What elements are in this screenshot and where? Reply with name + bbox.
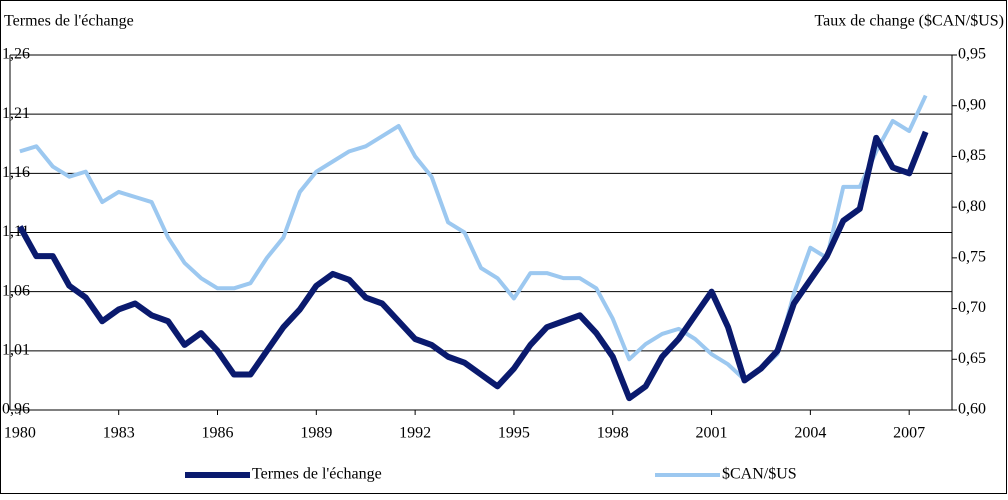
y2-tick-label: 0,75 [958, 249, 986, 266]
y2-tick-label: 0,80 [958, 198, 986, 215]
y2-axis-title: Taux de change ($CAN/$US) [815, 13, 1005, 30]
y-tick-label: 1,06 [2, 282, 30, 299]
x-tick-label: 1980 [4, 425, 36, 442]
legend-label: Termes de l'échange [252, 466, 382, 483]
x-tick-label: 1986 [202, 425, 234, 442]
x-tick-label: 1983 [103, 425, 135, 442]
y2-tick-label: 0,90 [958, 96, 986, 113]
x-tick-label: 2001 [696, 425, 728, 442]
y-tick-label: 0,96 [2, 401, 30, 418]
y-tick-label: 1,01 [2, 342, 30, 359]
x-tick-label: 1992 [399, 425, 431, 442]
y-axis-title: Termes de l'échange [4, 13, 134, 30]
y-tick-label: 1,16 [2, 164, 30, 181]
y2-tick-label: 0,95 [958, 46, 986, 63]
x-tick-label: 1998 [597, 425, 629, 442]
y2-tick-label: 0,70 [958, 299, 986, 316]
y-tick-label: 1,26 [2, 46, 30, 63]
y2-tick-label: 0,65 [958, 350, 986, 367]
x-tick-label: 1995 [498, 425, 530, 442]
y2-tick-label: 0,85 [958, 147, 986, 164]
legend-label: $CAN/$US [722, 466, 797, 483]
y-tick-label: 1,21 [2, 105, 30, 122]
series-line [17, 130, 929, 402]
x-tick-label: 2007 [893, 425, 925, 442]
x-tick-label: 1989 [300, 425, 332, 442]
x-tick-label: 2004 [794, 425, 826, 442]
y2-tick-label: 0,60 [958, 401, 986, 418]
